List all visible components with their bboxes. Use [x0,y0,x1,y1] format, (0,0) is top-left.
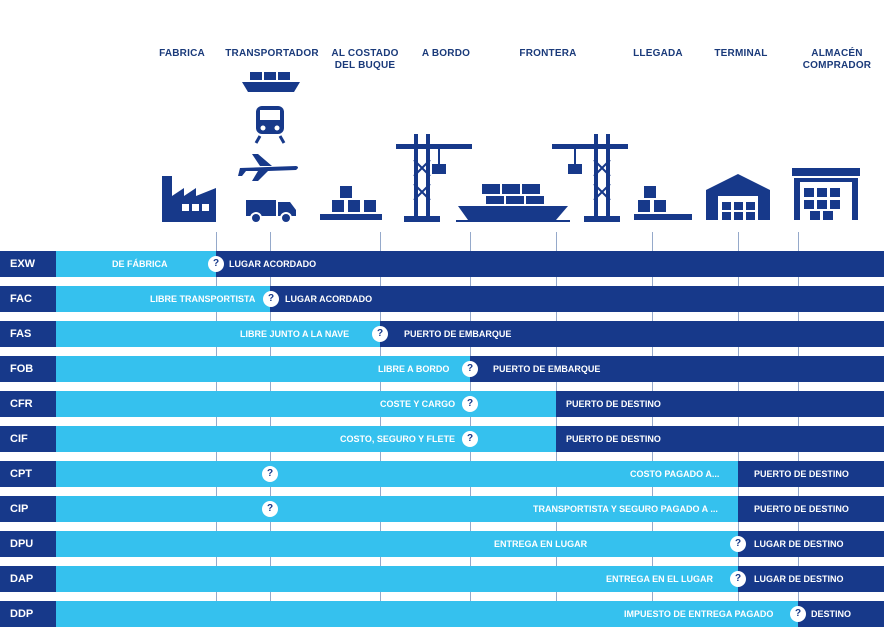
seller-label: TRANSPORTISTA Y SEGURO PAGADO A ... [533,504,718,514]
column-header-almacen: ALMACÉN COMPRADOR [802,48,872,71]
seller-label: COSTE Y CARGO [380,399,456,409]
column-header-frontera: FRONTERA [519,48,577,59]
chevron-icon [40,286,54,312]
warehouse-icon [706,174,770,220]
buyer-segment [738,566,884,592]
seller-label: LIBRE JUNTO A LA NAVE [240,329,350,339]
column-header-fabrica: FABRICA [159,48,205,59]
chevron-icon [40,461,54,487]
question-icon: ? [262,466,278,482]
buyer-label: PUERTO DE EMBARQUE [404,329,512,339]
chevron-icon [40,426,54,452]
buyer-segment [556,391,884,417]
buyer-segment [556,426,884,452]
chevron-icon [40,601,54,627]
seller-segment [56,531,738,557]
incoterm-row-fas: FAS LIBRE JUNTO A LA NAVE ? PUERTO DE EM… [0,321,884,347]
buyer-label: LUGAR DE DESTINO [754,539,844,549]
question-icon: ? [372,326,388,342]
question-icon: ? [208,256,224,272]
buyer-segment [738,531,884,557]
question-icon: ? [462,396,478,412]
buyer-segment [738,496,884,522]
incoterm-row-fac: FAC LIBRE TRANSPORTISTA ? LUGAR ACORDADO [0,286,884,312]
incoterm-row-dap: DAP ENTREGA EN EL LUGAR ? LUGAR DE DESTI… [0,566,884,592]
buyer-label: PUERTO DE EMBARQUE [493,364,601,374]
incoterm-row-cpt: CPT ? COSTO PAGADO A... PUERTO DE DESTIN… [0,461,884,487]
seller-label: ENTREGA EN LUGAR [494,539,588,549]
buyer-segment [798,601,884,627]
airplane-icon [238,154,298,181]
chevron-icon [40,566,54,592]
column-header-a-bordo: A BORDO [421,48,471,59]
seller-segment [56,496,738,522]
seller-label: LIBRE TRANSPORTISTA [150,294,256,304]
incoterm-row-dpu: DPU ENTREGA EN LUGAR ? LUGAR DE DESTINO [0,531,884,557]
chevron-icon [40,356,54,382]
ship-icon [242,72,300,92]
train-icon [254,106,286,144]
buyer-label: LUGAR ACORDADO [229,259,317,269]
question-icon: ? [790,606,806,622]
boxes-icon [634,186,692,220]
buyer-label: LUGAR DE DESTINO [754,574,844,584]
chevron-icon [40,531,54,557]
seller-segment [56,566,738,592]
seller-segment [56,601,798,627]
question-icon: ? [730,536,746,552]
boxes-icon [320,186,382,220]
seller-label: IMPUESTO DE ENTREGA PAGADO [624,609,774,619]
buyer-segment [470,356,884,382]
seller-label: ENTREGA EN EL LUGAR [606,574,714,584]
question-icon: ? [262,501,278,517]
buyer-label: LUGAR ACORDADO [285,294,373,304]
column-header-llegada: LLEGADA [633,48,683,59]
seller-segment [56,321,380,347]
seller-segment [56,356,470,382]
column-header-transportador: TRANSPORTADOR [225,48,319,59]
chevron-icon [40,251,54,277]
buyer-label: PUERTO DE DESTINO [754,469,849,479]
buyer-segment [270,286,884,312]
incoterm-row-cfr: CFR COSTE Y CARGO ? PUERTO DE DESTINO [0,391,884,417]
seller-label: COSTO PAGADO A... [630,469,720,479]
seller-segment [56,251,216,277]
question-icon: ? [462,431,478,447]
port-crane-icon [396,134,472,222]
incoterm-row-ddp: DDP IMPUESTO DE ENTREGA PAGADO ? DESTINO [0,601,884,627]
chevron-icon [40,321,54,347]
incoterm-row-fob: FOB LIBRE A BORDO ? PUERTO DE EMBARQUE [0,356,884,382]
chevron-icon [40,391,54,417]
buyer-segment [216,251,884,277]
cargo-ship-icon [456,184,570,222]
seller-label: LIBRE A BORDO [378,364,450,374]
seller-segment [56,426,556,452]
port-crane-icon [552,134,628,222]
question-icon: ? [462,361,478,377]
seller-label: COSTO, SEGURO Y FLETE [340,434,456,444]
buyer-label: PUERTO DE DESTINO [566,399,661,409]
seller-segment [56,286,270,312]
incoterm-row-cip: CIP ? TRANSPORTISTA Y SEGURO PAGADO A ..… [0,496,884,522]
buyer-segment [738,461,884,487]
buyer-segment [380,321,884,347]
chevron-icon [40,496,54,522]
buyer-label: PUERTO DE DESTINO [566,434,661,444]
question-icon: ? [263,291,279,307]
column-header-terminal: TERMINAL [714,48,768,59]
seller-label: DE FÁBRICA [112,259,168,269]
buyer-label: PUERTO DE DESTINO [754,504,849,514]
incoterm-row-exw: EXW DE FÁBRICA ? LUGAR ACORDADO [0,251,884,277]
seller-segment [56,391,556,417]
warehouse-icon [792,168,860,220]
factory-icon [162,176,216,222]
buyer-label: DESTINO [811,609,852,619]
incoterm-row-cif: CIF COSTO, SEGURO Y FLETE ? PUERTO DE DE… [0,426,884,452]
column-header-al-costado: AL COSTADO DEL BUQUE [331,48,399,71]
seller-segment [56,461,738,487]
question-icon: ? [730,571,746,587]
truck-icon [246,200,296,224]
